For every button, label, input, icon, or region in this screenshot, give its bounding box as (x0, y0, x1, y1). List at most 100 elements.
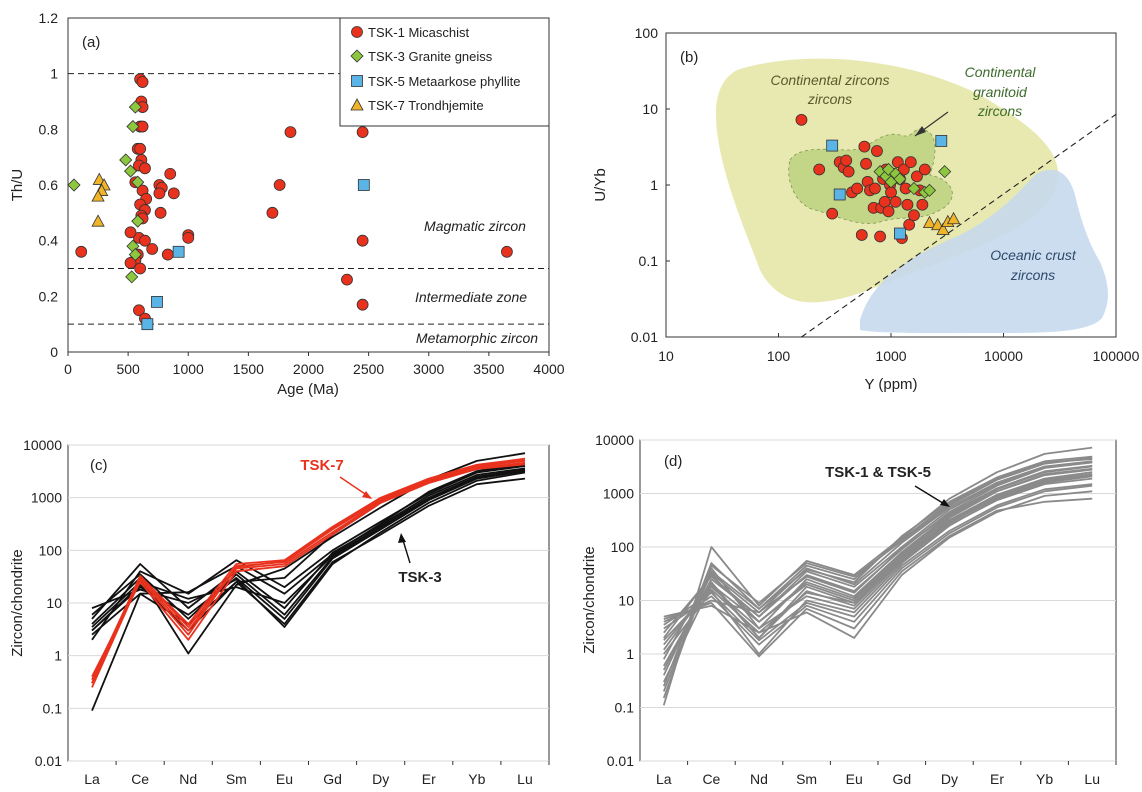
x-tick-label: Er (990, 771, 1004, 787)
y-tick-label: 10000 (23, 437, 62, 453)
y-tick-label: 0.1 (43, 700, 63, 716)
data-point-circle (133, 304, 145, 317)
annotation-magmatic: Magmatic zircon (424, 218, 526, 234)
series-line-tsk-1-tsk-5 (663, 484, 1093, 646)
data-point-triangle (91, 189, 105, 202)
series-line-tsk-1-tsk-5 (663, 497, 1093, 658)
label-tsk7: TSK-7 (300, 457, 343, 474)
data-point-circle (840, 154, 853, 167)
field-granitoid (788, 128, 953, 224)
data-point-diamond (893, 172, 907, 186)
x-tick-label: 2000 (293, 361, 324, 377)
y-tick-label: 0.4 (39, 233, 59, 249)
data-point-circle (134, 142, 147, 155)
x-tick-label: 2500 (353, 361, 384, 377)
data-point-circle (904, 156, 917, 169)
series-line-tsk-1-tsk-5 (662, 464, 1093, 676)
legend-label-tsk7: TSK-7 Trondhjemite (368, 98, 484, 113)
data-point-diamond (126, 119, 140, 134)
y-tick-label: 0.8 (39, 121, 59, 137)
data-point-circle (161, 248, 174, 261)
panel-b: 0.01 0.1 1 10 100 10 100 1000 10000 100000 (b) C… (592, 25, 1140, 393)
series-line-tsk-1-tsk-5 (663, 490, 1093, 639)
y-tick-label: 0.01 (35, 753, 62, 769)
points-a (67, 73, 513, 331)
data-point-square (935, 135, 948, 147)
y-tick-label: 10 (46, 595, 62, 611)
data-point-circle (154, 206, 167, 219)
panel-a: 0 0.2 0.4 0.6 0.8 1 1.2 0 500 1000 1500 2000 2500 30… (9, 10, 565, 398)
y-ticks-d: 0.01 0.1 1 10 100 1000 10000 (595, 432, 634, 769)
data-point-circle (356, 234, 369, 247)
x-tick-label: Gd (892, 771, 911, 787)
label-granitoid-2: granitoid (973, 84, 1028, 100)
data-point-circle (874, 230, 886, 243)
y-tick-label: 0.6 (39, 177, 59, 193)
legend-marker-diamond (350, 49, 364, 63)
x-tick-label: Sm (226, 771, 247, 787)
series-line-tsk-1-tsk-5 (663, 475, 1093, 655)
series-line-tsk-3 (91, 469, 526, 620)
y-tick-label: 10 (642, 101, 658, 117)
y-tick-label: 1 (626, 646, 634, 662)
label-oceanic-1: Oceanic crust (990, 247, 1077, 263)
legend-marker-square (351, 75, 363, 87)
y-tick-label: 100 (635, 25, 659, 41)
tsk1-arrow (914, 485, 947, 506)
x-tick-label: 4000 (533, 361, 564, 377)
data-point-circle (860, 157, 872, 170)
annotation-metamorphic: Metamorphic zircon (416, 330, 538, 346)
data-point-circle (903, 218, 916, 231)
label-granitoid-3: zircons (977, 103, 1022, 119)
x-tick-label: 3500 (473, 361, 504, 377)
data-point-circle (826, 207, 839, 220)
series-line-tsk-3 (91, 452, 526, 655)
panel-label-d: (d) (664, 453, 682, 470)
data-point-diamond (131, 214, 145, 228)
x-ticks-d: La Ce Nd Sm Eu Gd Dy Er Yb Lu (656, 761, 1117, 787)
series-line-tsk-1-tsk-5 (663, 483, 1093, 642)
data-point-circle (813, 163, 826, 176)
x-tick-label: 10 (658, 348, 674, 364)
data-point-circle (795, 113, 808, 126)
data-point-diamond (938, 165, 952, 179)
lines-d (662, 446, 1093, 706)
x-tick-label: 100 (767, 348, 791, 364)
data-point-circle (889, 195, 902, 208)
x-tick-label: 0 (64, 361, 72, 377)
x-ticks-a: 0 500 1000 1500 2000 2500 3000 3500 4000 (64, 352, 565, 377)
data-point-circle (139, 234, 151, 247)
label-oceanic-2: zircons (1010, 267, 1055, 283)
x-tick-label: Nd (750, 771, 768, 787)
data-point-circle (356, 126, 369, 139)
data-point-circle (167, 187, 180, 200)
x-tick-label: Ce (702, 771, 720, 787)
y-tick-label: 1 (50, 66, 58, 82)
data-point-diamond (907, 181, 921, 196)
data-point-diamond (131, 175, 145, 189)
x-tick-label: La (84, 771, 100, 787)
data-point-circle (75, 245, 88, 258)
series-line-tsk-7 (91, 463, 526, 678)
y-tick-label: 0.01 (631, 329, 658, 345)
discriminant-line (801, 113, 1117, 338)
y-tick-label: 1.2 (39, 10, 59, 26)
legend-label-tsk5: TSK-5 Metaarkose phyllite (368, 74, 520, 89)
legend-box (339, 17, 550, 127)
x-tick-label: Nd (179, 771, 197, 787)
x-tick-label: Sm (796, 771, 817, 787)
series-line-tsk-3 (91, 465, 526, 641)
series-line-tsk-3 (91, 463, 526, 636)
panel-label-a: (a) (82, 34, 100, 51)
x-tick-label: 1500 (233, 361, 264, 377)
x-tick-label: Lu (517, 771, 533, 787)
panel-d: 0.01 0.1 1 10 100 1000 10000 La Ce Nd Sm Eu Gd Dy Er Y… (581, 432, 1117, 787)
y-tick-label: 1 (650, 177, 658, 193)
data-point-circle (901, 198, 914, 211)
x-ticks-c: La Ce Nd Sm Eu Gd Dy Er Yb Lu (84, 761, 550, 787)
x-tick-label: Yb (468, 771, 485, 787)
data-point-circle (916, 198, 929, 211)
data-point-circle (341, 273, 353, 286)
x-tick-label: La (656, 771, 672, 787)
y-axis-title-a: Th/U (9, 169, 26, 202)
